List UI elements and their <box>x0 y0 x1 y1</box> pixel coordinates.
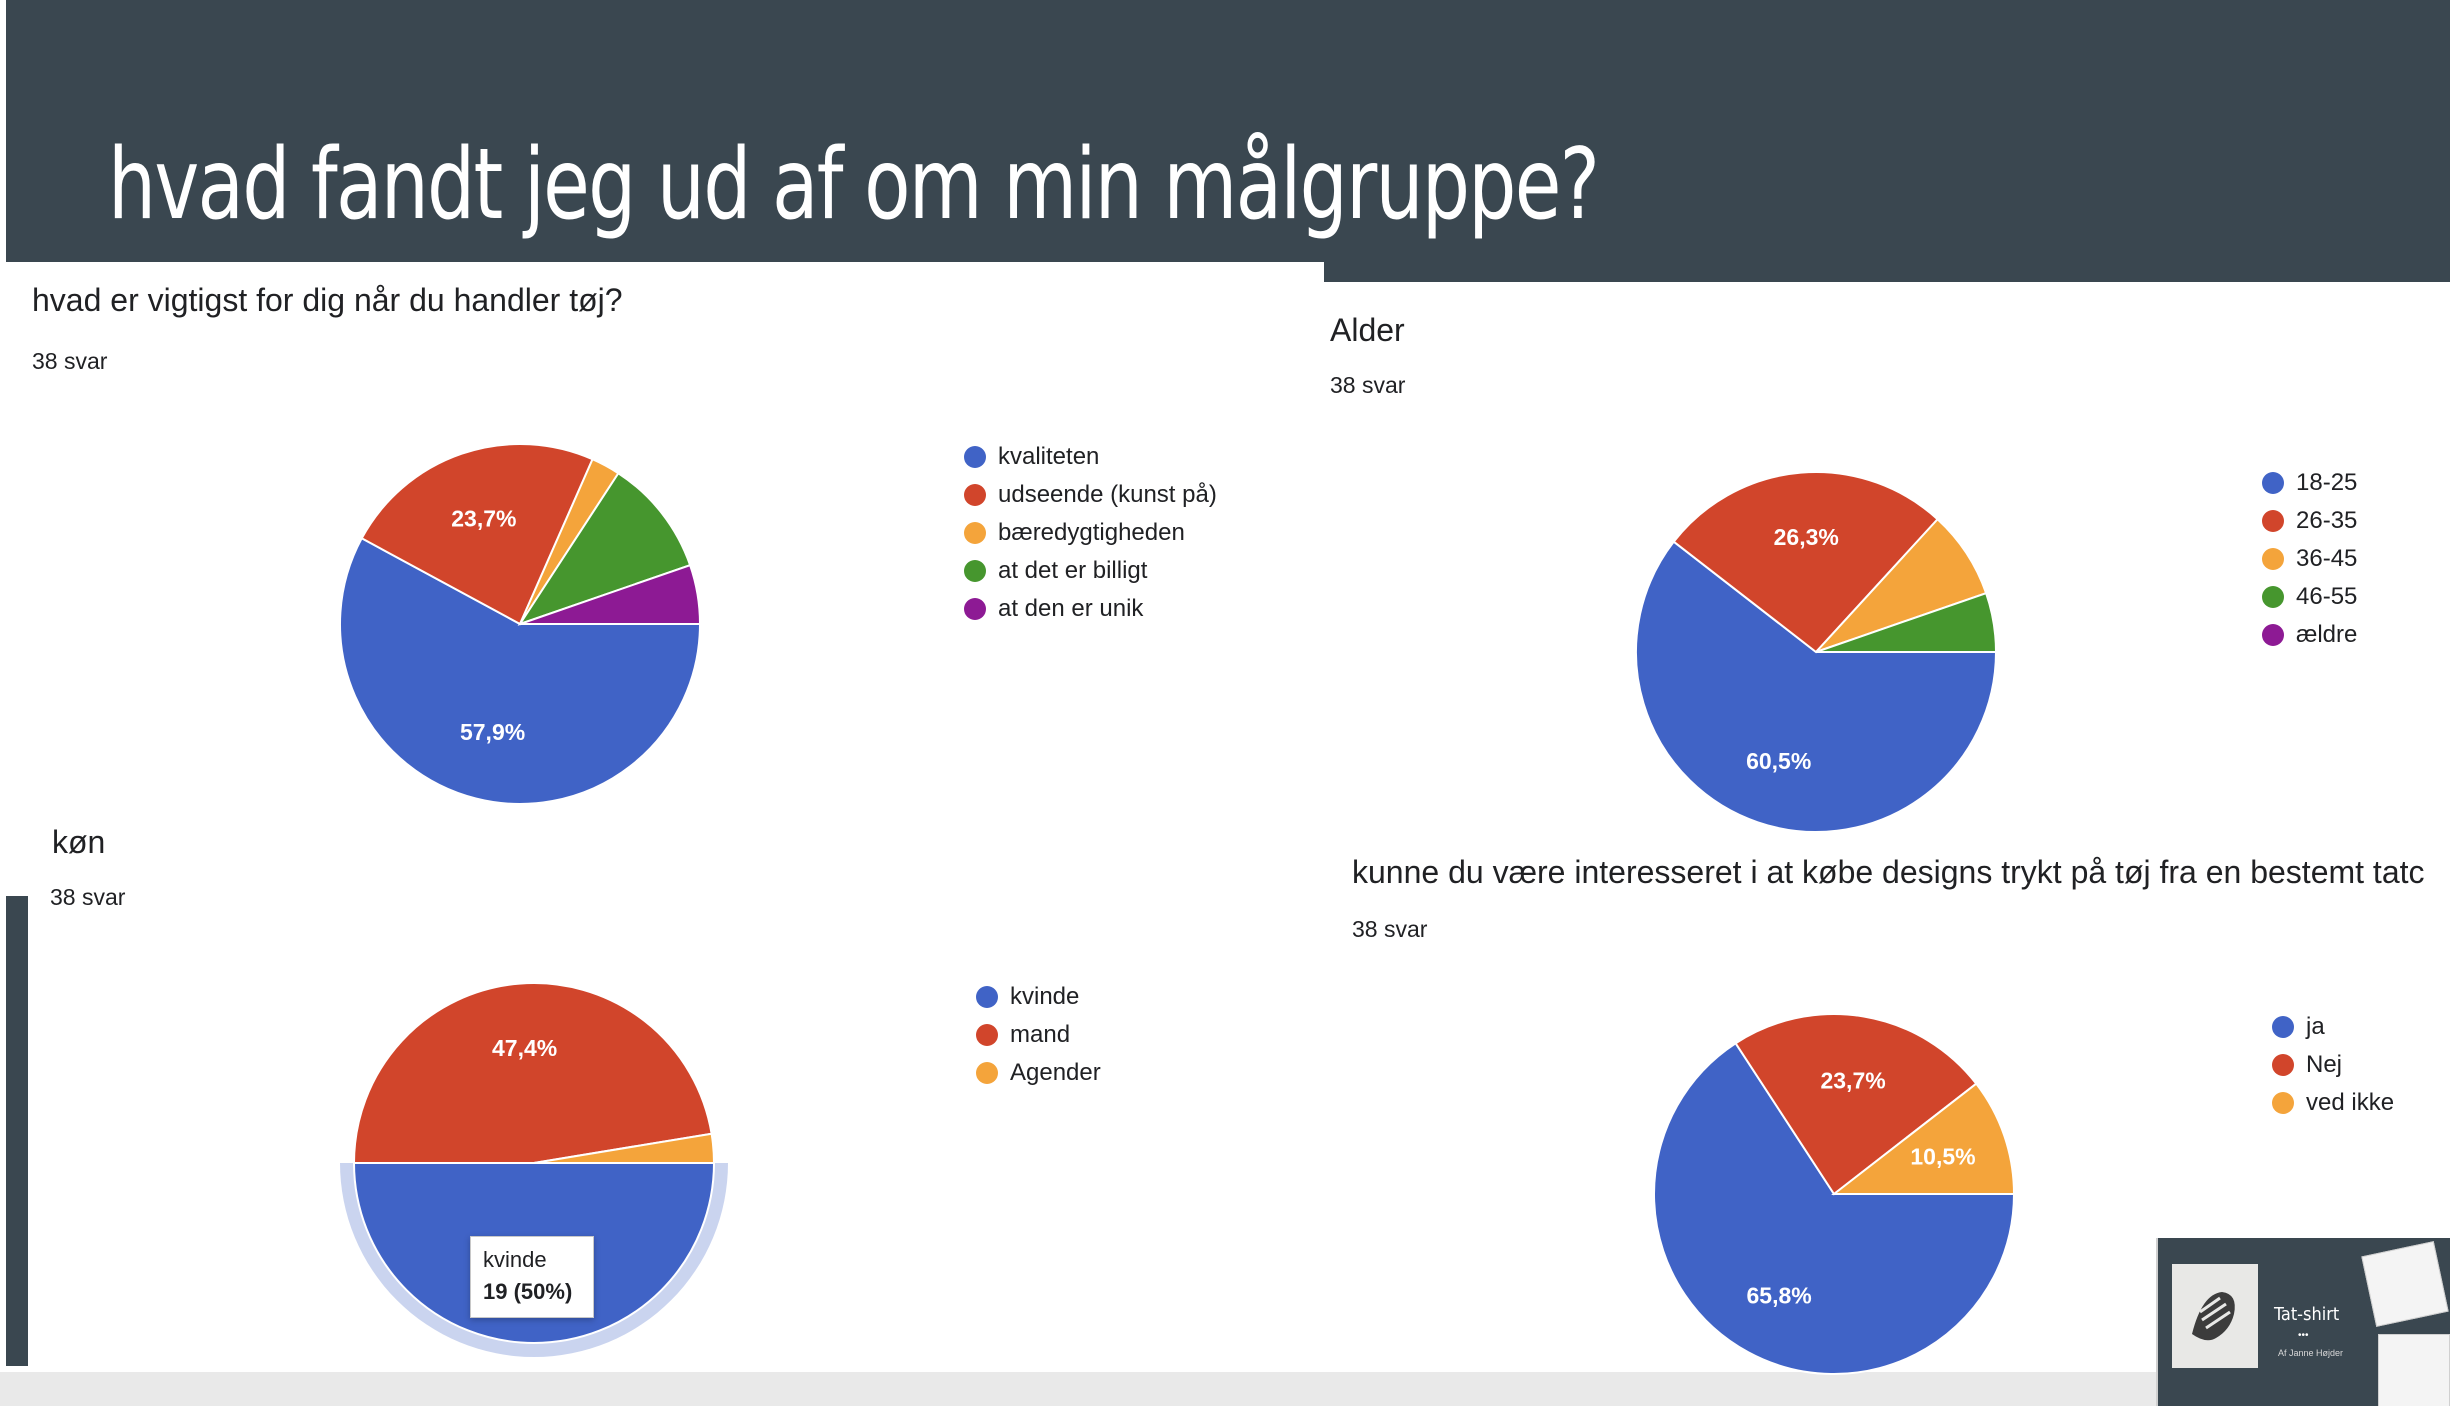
legend-swatch <box>976 1062 998 1084</box>
thumbnail-title: Tat-shirt <box>2274 1304 2340 1325</box>
legend-item-udseende-kunst-på[interactable]: udseende (kunst på) <box>964 476 1217 514</box>
chart-title: kunne du være interesseret i at købe des… <box>1352 854 2425 890</box>
legend-item-26-35[interactable]: 26-35 <box>2262 502 2357 540</box>
legend-swatch <box>964 522 986 544</box>
pie-slice-udseende-kunst-på[interactable] <box>360 443 594 626</box>
thumbnail-dots: ••• <box>2298 1330 2309 1341</box>
legend-label: kvinde <box>1010 983 1080 1010</box>
legend-label: 36-45 <box>2296 545 2358 572</box>
legend-swatch <box>2262 510 2284 532</box>
legend-item-at-den-er-unik[interactable]: at den er unik <box>964 590 1217 628</box>
pie-slice-18-25[interactable] <box>1635 540 1998 833</box>
legend-item-bæredygtigheden[interactable]: bæredygtigheden <box>964 514 1217 552</box>
legend-4: ja Nej ved ikke <box>2272 1008 2394 1122</box>
legend-item-kvaliteten[interactable]: kvaliteten <box>964 438 1217 476</box>
pie-slice-nej[interactable] <box>1734 1013 1978 1196</box>
pie-slice-26-35[interactable] <box>1672 471 1939 654</box>
chart-title: hvad er vigtigst for dig når du handler … <box>32 282 623 318</box>
tooltip-label: kvinde <box>483 1247 547 1272</box>
pie-slice-46-55[interactable] <box>1815 591 1998 653</box>
legend-label: ja <box>2306 1013 2325 1040</box>
legend-swatch <box>976 1024 998 1046</box>
legend-label: at den er unik <box>998 595 1144 622</box>
response-count: 38 svar <box>32 348 108 374</box>
pie-chart-1: 57,9% 23,7% <box>339 443 702 805</box>
thumbnail-shirt-image <box>2378 1334 2450 1406</box>
legend-swatch <box>2262 548 2284 570</box>
response-count: 38 svar <box>1352 916 1428 942</box>
legend-label: ældre <box>2296 621 2358 648</box>
legend-swatch <box>964 446 986 468</box>
slide-title: hvad fandt jeg ud af om min målgruppe? <box>108 128 1600 242</box>
legend-swatch <box>2262 586 2284 608</box>
legend-swatch <box>2272 1054 2294 1076</box>
legend-label: bæredygtigheden <box>998 519 1185 546</box>
legend-item-18-25[interactable]: 18-25 <box>2262 464 2357 502</box>
legend-swatch <box>964 560 986 582</box>
legend-label: mand <box>1010 1021 1071 1048</box>
slice-data-label: 23,7% <box>1820 1067 1885 1093</box>
slice-data-label: 60,5% <box>1746 748 1811 774</box>
legend-item-at-det-er-billigt[interactable]: at det er billigt <box>964 552 1217 590</box>
slice-data-label: 23,7% <box>451 505 516 531</box>
pie-slice-mand[interactable] <box>352 982 713 1164</box>
pie-slice-at-den-er-unik[interactable] <box>519 563 702 625</box>
legend-1: kvaliteten udseende (kunst på) bæredygtigh… <box>964 438 1217 628</box>
slice-tooltip: kvinde 19 (50%) <box>470 1236 594 1318</box>
legend-item-36-45[interactable]: 36-45 <box>2262 540 2357 578</box>
pie-chart-4: 65,8% 23,7% 10,5% <box>1653 1013 2016 1375</box>
slide-thumbnail[interactable]: Tat-shirt ••• Af Janne Højder <box>2156 1238 2450 1406</box>
legend-3: kvinde mand Agender <box>976 978 1101 1092</box>
thumbnail-tiger-image <box>2172 1264 2258 1368</box>
legend-swatch <box>964 484 986 506</box>
legend-item-mand[interactable]: mand <box>976 1016 1101 1054</box>
pie-slice-ved-ikke[interactable] <box>1831 1082 2016 1195</box>
chart-title: Alder <box>1330 312 1405 348</box>
legend-item-46-55[interactable]: 46-55 <box>2262 578 2357 616</box>
legend-item-nej[interactable]: Nej <box>2272 1046 2394 1084</box>
legend-label: at det er billigt <box>998 557 1148 584</box>
tooltip-value: 19 (50%) <box>483 1279 573 1304</box>
legend-item-ældre[interactable]: ældre <box>2262 616 2357 654</box>
legend-label: kvaliteten <box>998 443 1100 470</box>
legend-item-kvinde[interactable]: kvinde <box>976 978 1101 1016</box>
legend-item-ved-ikke[interactable]: ved ikke <box>2272 1084 2394 1122</box>
legend-swatch <box>2262 624 2284 646</box>
slice-data-label: 26,3% <box>1774 524 1839 550</box>
legend-label: 26-35 <box>2296 507 2358 534</box>
legend-label: Agender <box>1010 1059 1101 1086</box>
slice-data-label: 57,9% <box>460 719 525 745</box>
pie-slice-agender[interactable] <box>533 1132 716 1164</box>
legend-label: 18-25 <box>2296 469 2358 496</box>
legend-swatch <box>2272 1092 2294 1114</box>
slice-data-label: 10,5% <box>1910 1144 1975 1170</box>
legend-label: 46-55 <box>2296 583 2358 610</box>
slide-header <box>6 0 2450 282</box>
legend-label: udseende (kunst på) <box>998 481 1217 508</box>
left-dark-strip <box>6 896 28 1366</box>
response-count: 38 svar <box>1330 372 1406 398</box>
legend-swatch <box>976 986 998 1008</box>
legend-label: ved ikke <box>2306 1089 2395 1116</box>
pie-slice-at-det-er-billigt[interactable] <box>517 471 692 626</box>
legend-item-ja[interactable]: ja <box>2272 1008 2394 1046</box>
pie-slice-ja[interactable] <box>1653 1041 2016 1375</box>
legend-item-agender[interactable]: Agender <box>976 1054 1101 1092</box>
bottom-bar <box>0 1372 2450 1406</box>
legend-swatch <box>2262 472 2284 494</box>
slice-data-label: 47,4% <box>492 1035 557 1061</box>
thumbnail-shirt-image <box>2361 1241 2449 1327</box>
thumbnail-subtitle: Af Janne Højder <box>2278 1348 2344 1358</box>
chart-title: køn <box>52 824 106 860</box>
pie-slice-kvaliteten[interactable] <box>339 536 702 805</box>
slice-data-label: 65,8% <box>1747 1282 1812 1308</box>
legend-2: 18-25 26-35 36-45 46-55 ældre <box>2262 464 2357 654</box>
legend-swatch <box>964 598 986 620</box>
legend-swatch <box>2272 1016 2294 1038</box>
pie-chart-2: 60,5% 26,3% <box>1635 471 1998 833</box>
response-count: 38 svar <box>50 884 126 910</box>
legend-label: Nej <box>2306 1051 2343 1078</box>
